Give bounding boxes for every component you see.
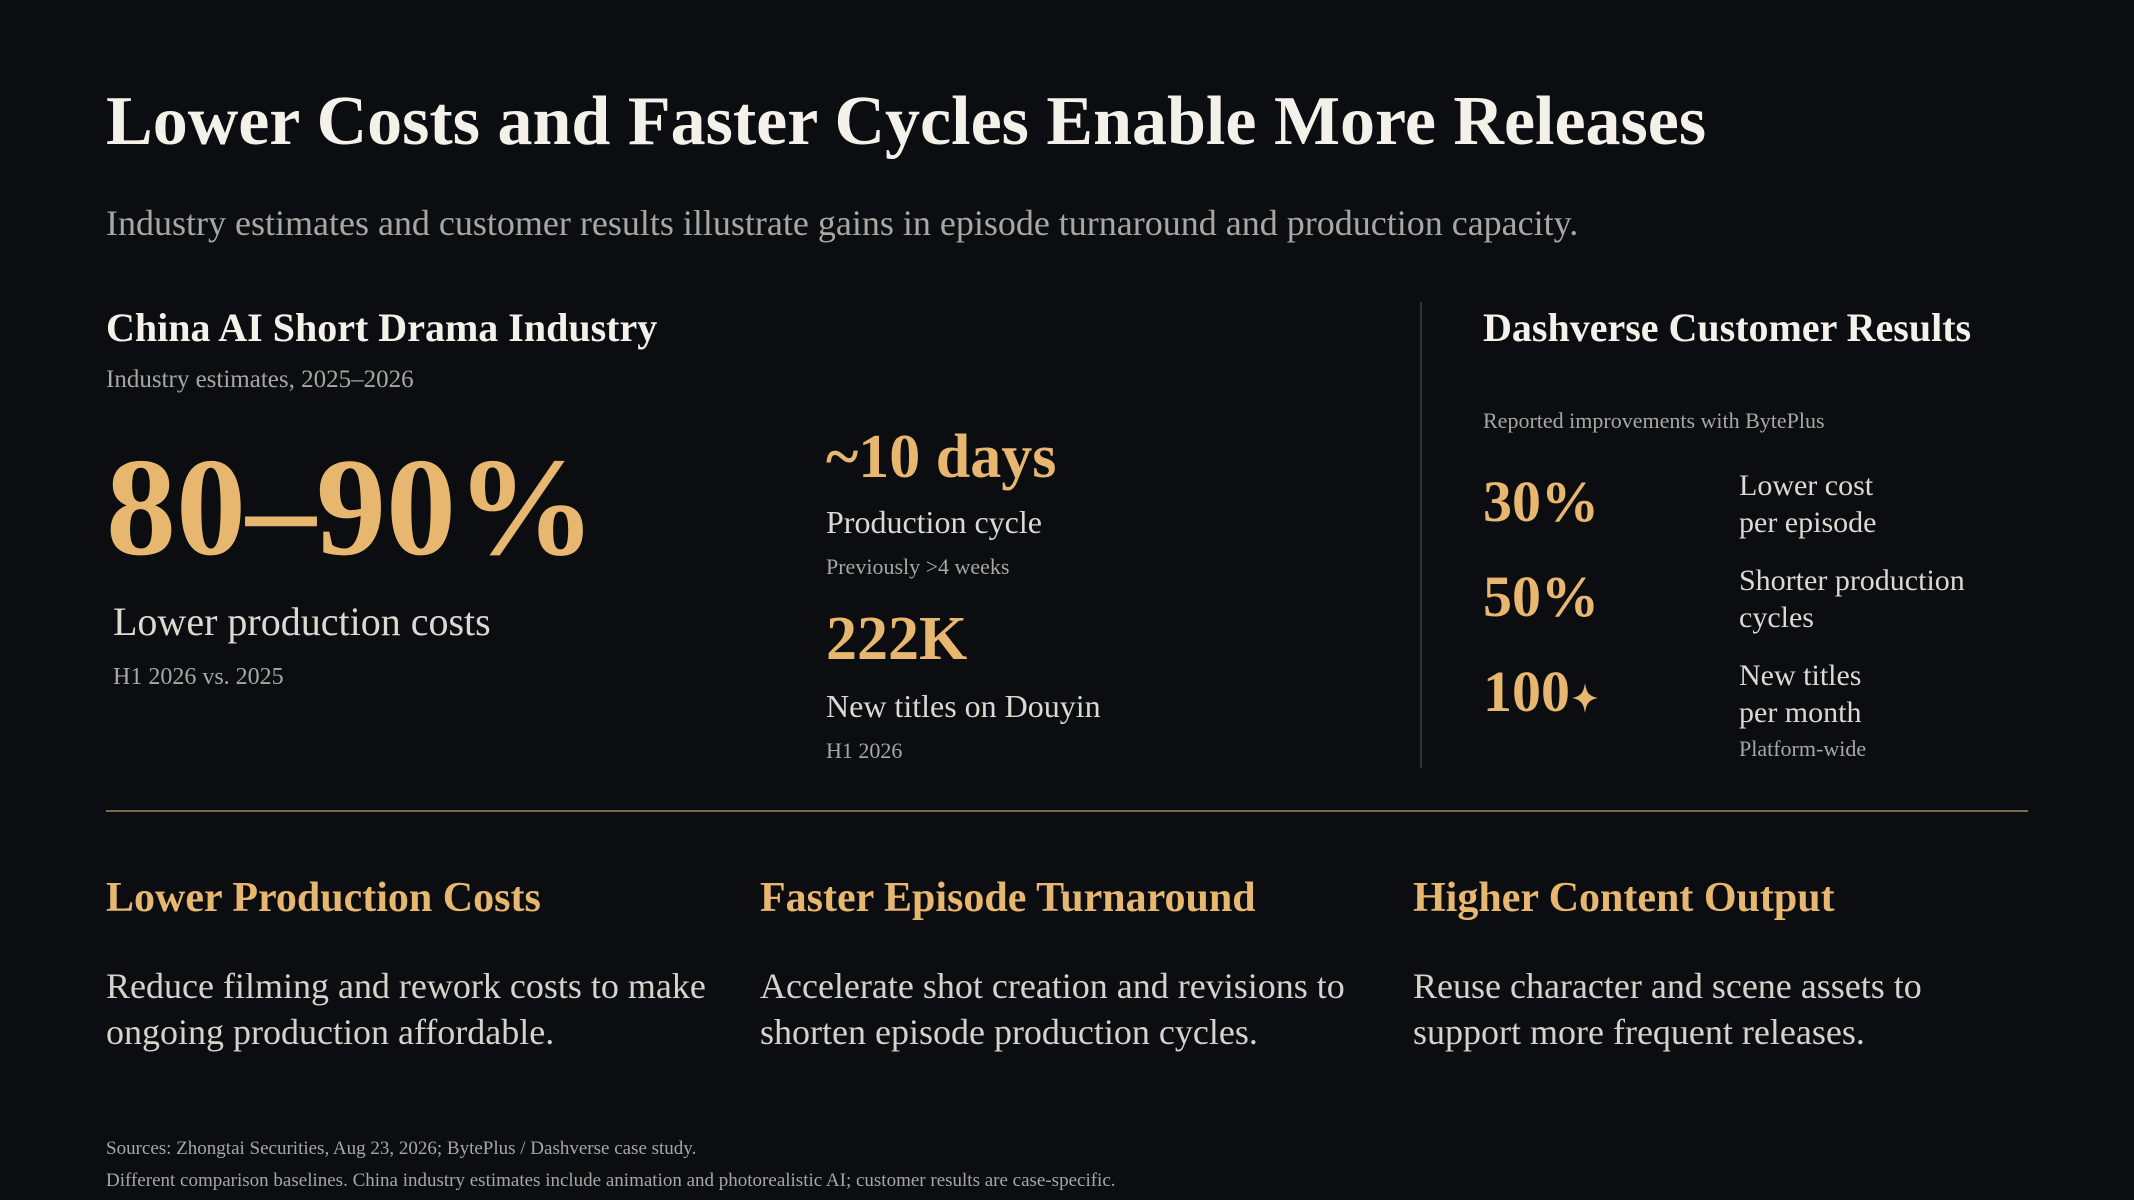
vertical-divider (1420, 302, 1422, 768)
customer-metric-value: 50% (1483, 564, 1599, 629)
pillar-text: Accelerate shot creation and revisions t… (760, 966, 1345, 1052)
cost-reduction-note: H1 2026 vs. 2025 (113, 664, 284, 690)
cost-reduction-value: 80–90% (106, 430, 596, 585)
page-title: Lower Costs and Faster Cycles Enable Mor… (106, 83, 1707, 160)
industry-note: Industry estimates, 2025–2026 (106, 366, 414, 393)
baseline-note: Different comparison baselines. China in… (106, 1170, 1116, 1191)
customer-metric-value: 30% (1483, 469, 1599, 534)
customer-metric-label: Lower cost per episode (1739, 467, 1876, 541)
customer-metric-label-line: cycles (1739, 601, 1814, 634)
customer-metric-label: New titles per month (1739, 657, 1861, 731)
cycle-value: ~10 days (826, 423, 1057, 491)
customer-metric-label-line: Shorter production (1739, 564, 1965, 597)
customer-metric-number: 100 (1483, 659, 1570, 724)
titles-note: H1 2026 (826, 738, 903, 763)
sparkle-icon (1572, 682, 1598, 713)
titles-label: New titles on Douyin (826, 688, 1101, 724)
pillar-title: Higher Content Output (1413, 875, 1835, 921)
customer-metric-label: Shorter production cycles (1739, 562, 1965, 636)
customer-metric-label-line: New titles (1739, 659, 1862, 692)
pillar-title: Lower Production Costs (106, 875, 541, 921)
customer-metric-label-line: per month (1739, 696, 1862, 729)
customer-metric-note: Platform-wide (1739, 736, 1867, 761)
customer-heading: Dashverse Customer Results (1483, 305, 1972, 350)
customer-note: Reported improvements with BytePlus (1483, 408, 1825, 433)
pillar-title: Faster Episode Turnaround (760, 875, 1256, 921)
customer-metric-value: 100 (1483, 662, 1600, 722)
sources-line: Sources: Zhongtai Securities, Aug 23, 20… (106, 1138, 697, 1159)
cycle-label: Production cycle (826, 504, 1042, 540)
cost-reduction-label: Lower production costs (113, 599, 491, 644)
horizontal-divider (106, 810, 2028, 812)
industry-heading: China AI Short Drama Industry (106, 305, 658, 350)
page-subtitle: Industry estimates and customer results … (106, 203, 1579, 243)
cycle-note: Previously >4 weeks (826, 554, 1010, 579)
pillar-text: Reuse character and scene assets to supp… (1413, 966, 1922, 1052)
titles-value: 222K (826, 605, 968, 673)
customer-metric-label-line: per episode (1739, 506, 1877, 539)
pillar-text: Reduce filming and rework costs to make … (106, 966, 706, 1052)
customer-metric-label-line: Lower cost (1739, 469, 1874, 502)
